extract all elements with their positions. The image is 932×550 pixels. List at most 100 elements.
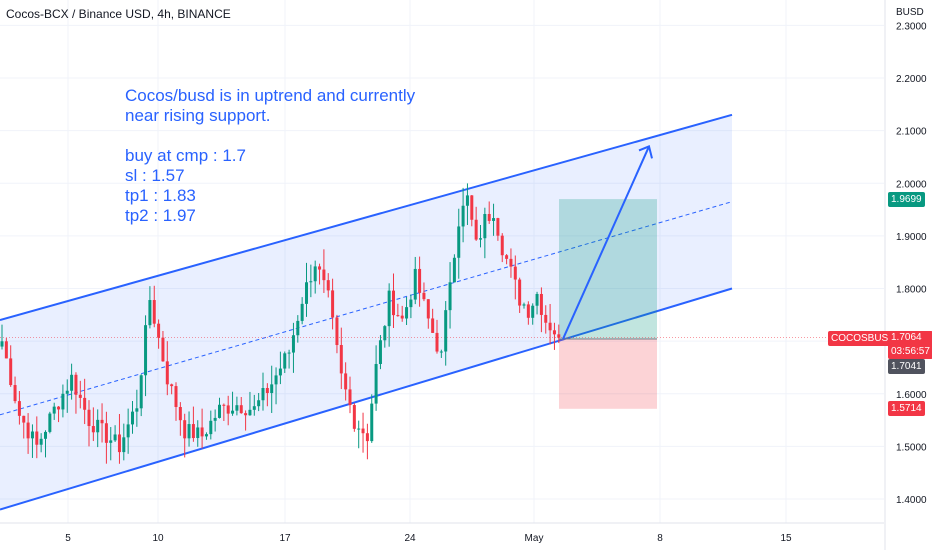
channel-support-line bbox=[0, 287, 733, 511]
candle-body bbox=[35, 431, 39, 445]
candle-body bbox=[257, 400, 261, 407]
projection-arrow bbox=[562, 145, 653, 340]
candle-body bbox=[91, 426, 95, 433]
annotation-line: near rising support. bbox=[125, 106, 271, 125]
time-tick-label: 17 bbox=[279, 533, 291, 544]
candle-body bbox=[113, 434, 117, 441]
candle-body bbox=[418, 268, 422, 293]
candle-body bbox=[265, 387, 269, 394]
candles bbox=[0, 183, 561, 464]
candle-body bbox=[204, 434, 208, 437]
price-tick-label: 1.5000 bbox=[896, 442, 927, 453]
candle-body bbox=[17, 401, 21, 416]
candle-body bbox=[539, 293, 543, 315]
time-tick-label: 10 bbox=[152, 533, 164, 544]
price-tick-label: 2.3000 bbox=[896, 21, 927, 32]
candle-body bbox=[0, 341, 4, 347]
candle-body bbox=[226, 405, 230, 414]
candle-body bbox=[191, 424, 195, 439]
candle-body bbox=[283, 353, 287, 369]
candle-body bbox=[357, 428, 361, 430]
candle-body bbox=[331, 290, 335, 318]
candle-body bbox=[9, 358, 13, 386]
candle-body bbox=[405, 307, 409, 319]
candle-body bbox=[470, 195, 474, 220]
candle-body bbox=[431, 318, 435, 333]
candle-body bbox=[522, 304, 526, 306]
candle-body bbox=[552, 330, 556, 335]
stop-loss-zone bbox=[559, 338, 657, 409]
annotation-text[interactable]: Cocos/busd is in uptrend and currently n… bbox=[125, 86, 415, 226]
price-channel bbox=[0, 113, 733, 511]
candle-body bbox=[309, 281, 313, 283]
candle-body bbox=[400, 315, 404, 319]
price-axis-currency: BUSD bbox=[896, 7, 924, 18]
candle-body bbox=[383, 326, 387, 341]
candle-body bbox=[109, 440, 113, 443]
candle-body bbox=[335, 317, 339, 346]
candle-body bbox=[13, 385, 17, 402]
channel-fill bbox=[0, 114, 732, 510]
candle-body bbox=[200, 427, 204, 437]
candle-body bbox=[139, 375, 143, 409]
take-profit-zone bbox=[559, 199, 657, 339]
symbol-price-tag: 1.7064 03:56:57 bbox=[888, 331, 932, 359]
candle-body bbox=[239, 405, 243, 414]
candle-body bbox=[452, 257, 456, 283]
candle-body bbox=[209, 420, 213, 435]
candle-body bbox=[444, 310, 448, 352]
channel-median-line bbox=[0, 201, 733, 416]
long-position-tool bbox=[0, 199, 884, 409]
candle-body bbox=[161, 337, 165, 362]
candle-body bbox=[183, 420, 187, 439]
candle-body bbox=[39, 438, 43, 445]
candle-body bbox=[4, 341, 8, 359]
candle-body bbox=[531, 305, 535, 318]
candle-body bbox=[365, 433, 369, 442]
candle-body bbox=[48, 413, 52, 432]
entry-price-tag: 1.7041 bbox=[888, 359, 925, 374]
candle-body bbox=[231, 410, 235, 414]
candle-body bbox=[352, 405, 356, 429]
candle-body bbox=[218, 404, 221, 418]
candle-body bbox=[296, 320, 300, 336]
annotation-line: Cocos/busd is in uptrend and currently bbox=[125, 86, 416, 105]
candle-body bbox=[465, 195, 469, 206]
candle-body bbox=[152, 300, 156, 324]
candle-body bbox=[339, 345, 343, 374]
candle-body bbox=[174, 386, 178, 408]
candle-body bbox=[348, 389, 352, 406]
candle-body bbox=[44, 431, 47, 439]
candle-body bbox=[535, 293, 539, 306]
candle-body bbox=[300, 303, 304, 321]
candle-body bbox=[61, 393, 65, 410]
candle-body bbox=[122, 437, 126, 453]
candle-body bbox=[26, 422, 30, 439]
symbol-title[interactable]: Cocos-BCX / Binance USD, 4h, BINANCE bbox=[6, 7, 231, 21]
candle-body bbox=[65, 390, 69, 394]
candle-body bbox=[326, 280, 330, 291]
price-tick-label: 1.6000 bbox=[896, 390, 927, 401]
candle-body bbox=[548, 322, 552, 331]
grid-lines bbox=[0, 0, 884, 523]
candle-body bbox=[117, 434, 121, 453]
candle-body bbox=[361, 428, 365, 434]
candle-body bbox=[57, 406, 61, 410]
candle-body bbox=[413, 268, 417, 300]
candle-body bbox=[148, 300, 152, 326]
price-tick-label: 1.8000 bbox=[896, 285, 927, 296]
candle-body bbox=[526, 304, 530, 318]
candle-body bbox=[83, 397, 87, 410]
candle-body bbox=[457, 226, 461, 258]
price-tick-label: 2.0000 bbox=[896, 179, 927, 190]
candle-body bbox=[261, 387, 265, 401]
candle-body bbox=[274, 375, 278, 385]
candle-body bbox=[474, 219, 478, 240]
annotation-line: tp2 : 1.97 bbox=[125, 206, 196, 225]
candle-body bbox=[439, 351, 443, 353]
price-tick-label: 1.9000 bbox=[896, 232, 927, 243]
candle-body bbox=[187, 424, 191, 439]
candle-body bbox=[322, 269, 326, 281]
candle-body bbox=[370, 403, 374, 442]
